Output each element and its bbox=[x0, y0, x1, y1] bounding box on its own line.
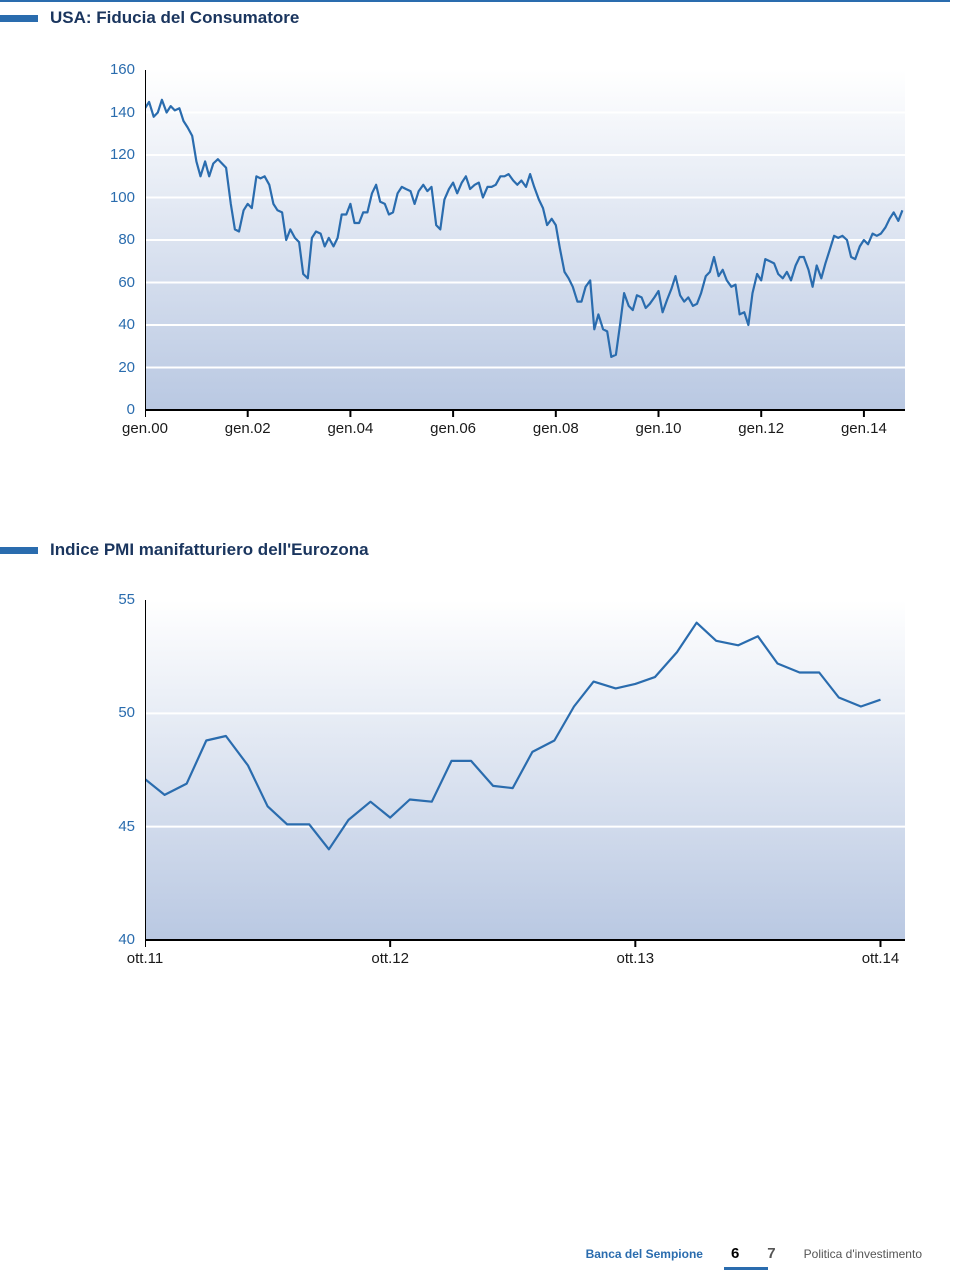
chart-title: USA: Fiducia del Consumatore bbox=[50, 8, 299, 28]
x-tick-label: gen.04 bbox=[327, 420, 373, 437]
x-tick-label: ott.14 bbox=[862, 950, 900, 967]
footer-page-b: 7 bbox=[767, 1245, 775, 1262]
chart-consumer-confidence: USA: Fiducia del Consumatore 0 20 40 60 80 10… bbox=[0, 8, 960, 450]
chart-title: Indice PMI manifatturiero dell'Eurozona bbox=[50, 540, 369, 560]
x-tick-label: gen.10 bbox=[636, 420, 682, 437]
y-tick-label: 45 bbox=[100, 818, 135, 835]
footer-page-a: 6 bbox=[731, 1245, 739, 1262]
x-tick-label: ott.13 bbox=[617, 950, 655, 967]
y-tick-label: 50 bbox=[100, 704, 135, 721]
y-tick-label: 100 bbox=[100, 189, 135, 206]
x-tick-label: gen.00 bbox=[122, 420, 168, 437]
y-tick-label: 140 bbox=[100, 104, 135, 121]
chart-title-row: USA: Fiducia del Consumatore bbox=[0, 8, 960, 28]
x-tick-label: gen.12 bbox=[738, 420, 784, 437]
y-tick-label: 40 bbox=[100, 931, 135, 948]
chart-pmi-eurozone: Indice PMI manifatturiero dell'Eurozona … bbox=[0, 540, 960, 980]
chart-plot bbox=[145, 600, 905, 950]
x-tick-label: gen.08 bbox=[533, 420, 579, 437]
top-rule bbox=[0, 0, 950, 2]
footer-underline bbox=[724, 1267, 768, 1270]
chart-title-row: Indice PMI manifatturiero dell'Eurozona bbox=[0, 540, 960, 560]
y-tick-label: 0 bbox=[100, 401, 135, 418]
y-tick-label: 60 bbox=[100, 274, 135, 291]
x-tick-label: ott.12 bbox=[371, 950, 409, 967]
y-tick-label: 80 bbox=[100, 231, 135, 248]
x-tick-label: ott.11 bbox=[127, 950, 163, 967]
x-tick-label: gen.02 bbox=[225, 420, 271, 437]
x-tick-label: gen.06 bbox=[430, 420, 476, 437]
footer-section: Politica d'investimento bbox=[804, 1247, 922, 1261]
y-tick-label: 120 bbox=[100, 146, 135, 163]
x-tick-label: gen.14 bbox=[841, 420, 887, 437]
y-tick-label: 55 bbox=[100, 591, 135, 608]
y-tick-label: 40 bbox=[100, 316, 135, 333]
title-accent-bar bbox=[0, 15, 38, 22]
footer-brand: Banca del Sempione bbox=[586, 1247, 703, 1261]
y-tick-label: 160 bbox=[100, 61, 135, 78]
y-tick-label: 20 bbox=[100, 359, 135, 376]
chart-plot bbox=[145, 70, 905, 420]
title-accent-bar bbox=[0, 547, 38, 554]
page-footer: Banca del Sempione 6 7 Politica d'invest… bbox=[586, 1245, 922, 1262]
